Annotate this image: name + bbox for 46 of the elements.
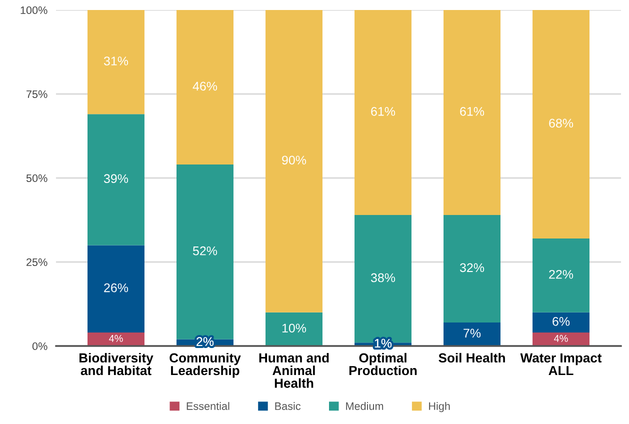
data-label: 7% [464, 328, 481, 338]
x-tick-label: Biodiversity and Habitat [80, 352, 154, 376]
bar [266, 10, 322, 312]
data-label: 90% [282, 156, 306, 165]
y-tick-label: 100% [20, 6, 48, 14]
y-tick-label: 25% [26, 258, 48, 266]
data-label: 61% [460, 106, 484, 116]
bar [444, 214, 500, 322]
bar [354, 10, 412, 215]
data-label: 4% [108, 334, 123, 342]
bar [444, 322, 500, 346]
data-label: 52% [192, 246, 218, 256]
legend-label: Medium [346, 402, 384, 410]
data-label: 68% [549, 118, 574, 128]
data-label: 26% [104, 283, 128, 292]
data-label: 4% [554, 334, 568, 342]
legend-label: Essential [186, 402, 230, 410]
bar [532, 238, 590, 312]
data-label: 2% [196, 337, 214, 346]
data-label: 39% [104, 174, 128, 184]
bar [176, 10, 234, 165]
data-label: 61% [371, 106, 396, 116]
y-tick-label: 75% [26, 90, 48, 98]
bar [444, 10, 500, 215]
x-tick-label: Water Impact ALL [520, 353, 602, 376]
bar [266, 312, 322, 346]
legend-label: High [429, 402, 450, 412]
y-tick-label: 0% [32, 342, 48, 350]
data-label: 10% [282, 324, 306, 333]
data-label: 31% [104, 56, 128, 66]
y-tick-label: 50% [26, 174, 48, 182]
data-label: 22% [549, 270, 574, 279]
x-tick-label: Human and Animal Health [259, 352, 329, 388]
legend-label: Basic [275, 402, 301, 410]
x-tick-label: Optimal Production [349, 352, 417, 376]
data-label: 32% [460, 263, 484, 272]
bar [532, 312, 590, 333]
bar [88, 245, 144, 333]
bar [532, 10, 590, 238]
data-label: 38% [370, 273, 396, 282]
data-label: 46% [192, 82, 218, 91]
x-tick-label: Community Leadership [170, 352, 241, 378]
bar [88, 10, 144, 114]
data-label: 6% [552, 316, 570, 326]
bar [88, 114, 144, 246]
x-tick-label: Soil Health [438, 352, 505, 363]
